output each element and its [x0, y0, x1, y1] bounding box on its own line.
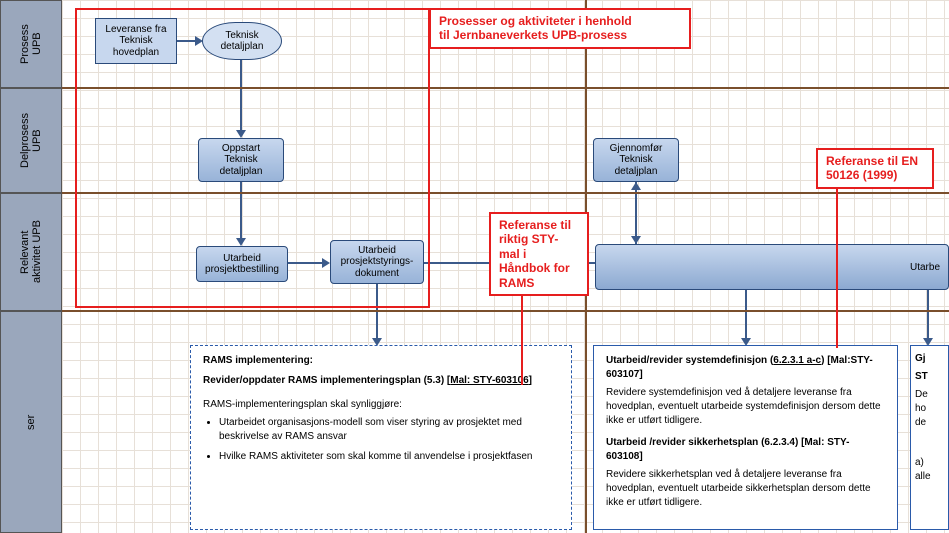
tb-left-line1b: Mal: STY-603106: [450, 375, 528, 386]
tb-mid-l1a: Utarbeid/revider systemdefinisjon (: [606, 355, 773, 366]
tb-left-line2: RAMS-implementeringsplan skal synliggjør…: [203, 398, 559, 412]
node-utarbe-wide-label: Utarbe: [910, 262, 940, 273]
arrow-v-6: [927, 290, 929, 340]
tb-left-b2: Hvilke RAMS aktiviteter som skal komme t…: [219, 450, 559, 464]
lane-label-ser: ser: [0, 311, 62, 533]
tb-mid-l1b: 6.2.3.1 a-c: [773, 355, 821, 366]
tb-right-t6: a): [915, 456, 944, 470]
red-line-c3-v: [836, 188, 838, 348]
tb-right-t1: Gj: [915, 352, 944, 366]
textbox-right-clip: Gj ST De ho de a) alle: [910, 345, 949, 530]
lane-label-delprosess: DelprosessUPB: [0, 88, 62, 193]
node-utarbe-wide: Utarbe: [595, 244, 949, 290]
lane-divider-3: [0, 310, 949, 312]
tb-left-line1a: Revider/oppdater RAMS implementeringspla…: [203, 375, 450, 386]
tb-left-b1: Utarbeidet organisasjons-modell som vise…: [219, 416, 559, 444]
tb-mid-l4: Revidere sikkerhetsplan ved å detaljere …: [606, 468, 885, 510]
tb-right-t7: alle: [915, 470, 944, 484]
red-line-c2: [521, 290, 523, 385]
tb-mid-l3: Utarbeid /revider sikkerhetsplan (6.2.3.…: [606, 436, 885, 464]
node-gjennomfor: GjennomførTekniskdetaljplan: [593, 138, 679, 182]
tb-right-t5: de: [915, 416, 944, 430]
red-frame-processes: [75, 8, 430, 308]
arrow-v-4: [635, 182, 637, 238]
tb-right-t4: ho: [915, 402, 944, 416]
arrow-head-6: [631, 236, 641, 244]
tb-mid-l2: Revidere systemdefinisjon ved å detaljer…: [606, 386, 885, 428]
tb-right-t3: De: [915, 388, 944, 402]
callout-en50126: Referanse til EN50126 (1999): [816, 148, 934, 189]
textbox-systemdef: Utarbeid/revider systemdefinisjon (6.2.3…: [593, 345, 898, 530]
tb-left-line1c: ]: [529, 375, 532, 386]
lane-label-prosess: ProsessUPB: [0, 0, 62, 88]
textbox-rams-impl: RAMS implementering: Revider/oppdater RA…: [190, 345, 572, 530]
tb-left-title: RAMS implementering:: [203, 354, 559, 368]
swimlane-labels: ProsessUPB DelprosessUPB Relevantaktivit…: [0, 0, 62, 533]
callout-processes: Prosesser og aktiviteter i henholdtil Je…: [429, 8, 691, 49]
tb-right-t2: ST: [915, 370, 944, 384]
callout-sty-mal: Referanse tilriktig STY-mal iHåndbok for…: [489, 212, 589, 296]
arrow-v-5: [745, 290, 747, 340]
lane-label-relevant: Relevantaktivitet UPB: [0, 193, 62, 311]
